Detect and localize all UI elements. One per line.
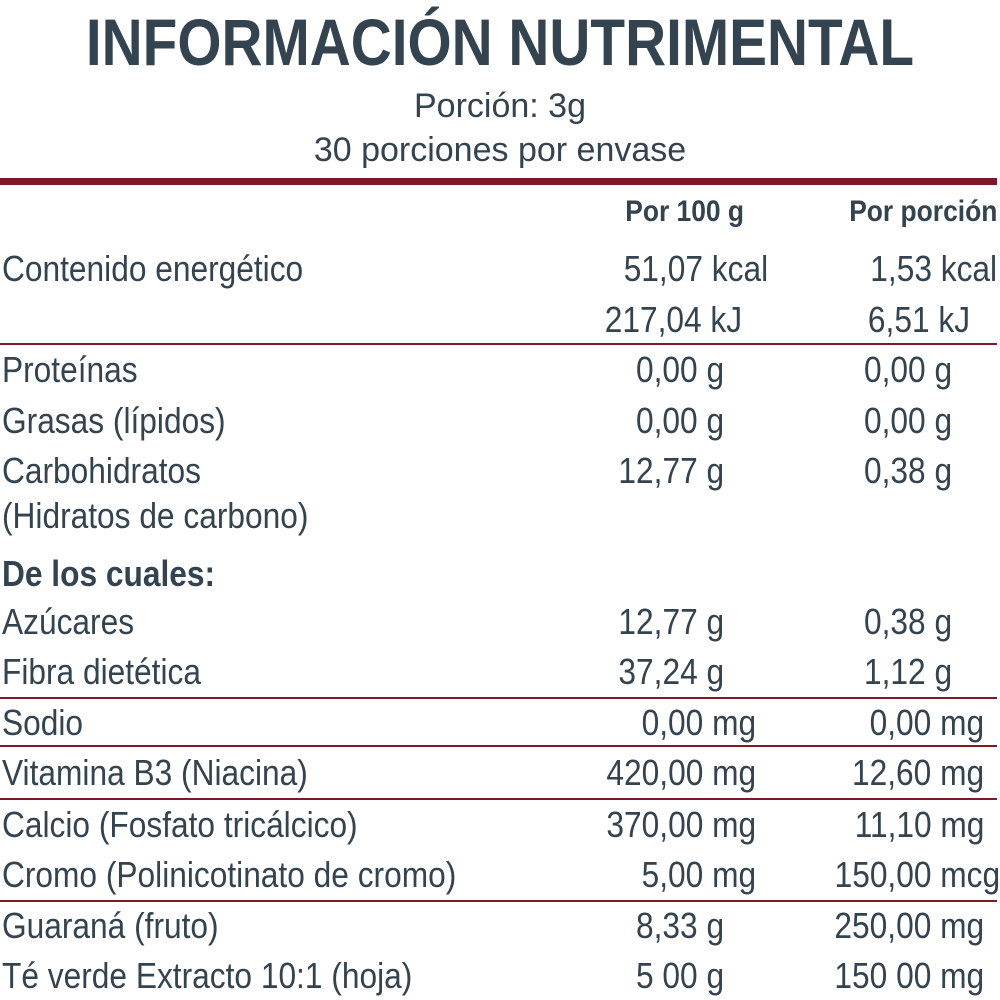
col-header-per-100g: Por 100 g xyxy=(625,195,744,228)
row-label: Té verde Extracto 10:1 (hoja) xyxy=(2,955,413,996)
row-value-per-100g: 12,77 g xyxy=(618,601,724,642)
row-divider xyxy=(0,697,997,699)
row-value-per-serving: 0,38 g xyxy=(863,450,952,491)
row-value-per-serving: 0,00 g xyxy=(863,349,952,390)
row-label: Sodio xyxy=(2,702,84,743)
page-title: INFORMACIÓN NUTRIMENTAL xyxy=(85,5,915,79)
row-value-per-serving: 250,00 mg xyxy=(834,905,984,946)
row-value-per-serving: 1,12 g xyxy=(863,651,952,692)
row-value-per-100g: 370,00 mg xyxy=(606,804,756,845)
row-divider xyxy=(0,900,997,902)
row-value-per-100g: 217,04 kJ xyxy=(604,299,742,340)
row-value-per-100g: 8,33 g xyxy=(635,905,724,946)
row-divider xyxy=(0,745,997,747)
row-value-per-100g: 0,00 g xyxy=(635,349,724,390)
row-label: Azúcares xyxy=(2,601,135,642)
row-value-per-serving: 150 00 mg xyxy=(834,955,984,996)
row-divider xyxy=(0,343,997,345)
row-label: Proteínas xyxy=(2,349,138,390)
row-label: Vitamina B3 (Niacina) xyxy=(2,752,308,793)
row-value-per-serving: 1,53 kcal xyxy=(870,248,997,289)
row-label: Guaraná (fruto) xyxy=(2,905,219,946)
row-value-per-serving: 0,00 g xyxy=(863,400,952,441)
row-value-per-serving: 0,38 g xyxy=(863,601,952,642)
row-value-per-100g: 5 00 g xyxy=(635,955,724,996)
row-value-per-100g: 0,00 g xyxy=(635,400,724,441)
row-value-per-100g: 51,07 kcal xyxy=(623,248,768,289)
row-value-per-serving: 6,51 kJ xyxy=(867,299,970,340)
row-value-per-serving: 150,00 mcg xyxy=(834,854,1000,895)
row-label: Cromo (Polinicotinato de cromo) xyxy=(2,854,457,895)
header-divider xyxy=(0,178,997,185)
row-label: Contenido energético xyxy=(2,248,304,289)
section-heading: De los cuales: xyxy=(2,553,216,594)
serving-size: Porción: 3g xyxy=(414,87,586,125)
row-value-per-100g: 0,00 mg xyxy=(641,702,756,743)
row-label: (Hidratos de carbono) xyxy=(2,495,309,536)
row-value-per-100g: 37,24 g xyxy=(618,651,724,692)
row-value-per-100g: 5,00 mg xyxy=(641,854,756,895)
row-value-per-serving: 0,00 mg xyxy=(869,702,984,743)
row-label: Fibra dietética xyxy=(2,651,201,692)
row-label: Calcio (Fosfato tricálcico) xyxy=(2,804,358,845)
servings-per-container: 30 porciones por envase xyxy=(313,131,687,169)
row-label: Grasas (lípidos) xyxy=(2,400,226,441)
col-header-per-serving: Por porción xyxy=(848,195,997,228)
row-value-per-100g: 420,00 mg xyxy=(606,752,756,793)
row-label: Carbohidratos xyxy=(2,450,201,491)
row-value-per-serving: 12,60 mg xyxy=(851,752,984,793)
row-divider xyxy=(0,798,997,800)
row-value-per-100g: 12,77 g xyxy=(618,450,724,491)
row-value-per-serving: 11,10 mg xyxy=(854,804,984,845)
